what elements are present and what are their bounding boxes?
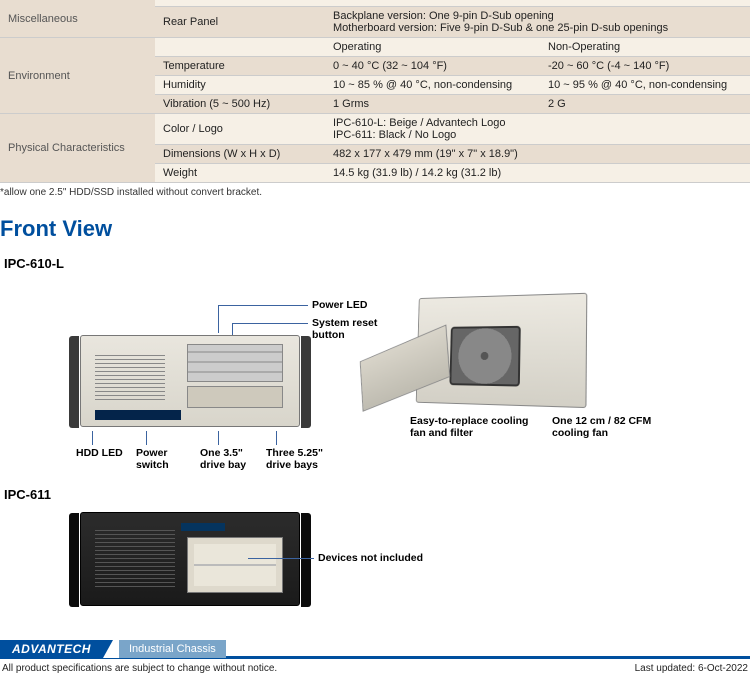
category-env: Environment xyxy=(0,38,155,114)
spec-table: Miscellaneous Rear Panel Backplane versi… xyxy=(0,0,750,183)
chassis-610-graphic xyxy=(80,335,300,427)
chassis-611-graphic xyxy=(80,512,300,606)
spec-value: 2 G xyxy=(540,95,750,114)
spec-value: IPC-610-L: Beige / Advantech Logo IPC-61… xyxy=(325,114,750,145)
callout-devices-not-included: Devices not included xyxy=(318,552,423,564)
col-non-operating: Non-Operating xyxy=(540,38,750,57)
spec-value-line: Motherboard version: Five 9-pin D-Sub & … xyxy=(333,22,742,34)
spec-label: Vibration (5 ~ 500 Hz) xyxy=(155,95,325,114)
spec-label: Temperature xyxy=(155,57,325,76)
chassis-open-graphic xyxy=(416,293,588,408)
category-phys: Physical Characteristics xyxy=(0,114,155,183)
col-operating: Operating xyxy=(325,38,540,57)
spec-value: 482 x 177 x 479 mm (19" x 7" x 18.9") xyxy=(325,145,750,164)
callout-hdd-led: HDD LED xyxy=(76,447,123,459)
spec-value: 10 ~ 95 % @ 40 °C, non-condensing xyxy=(540,76,750,95)
callout-bay-525: Three 5.25" drive bays xyxy=(266,447,336,471)
page-footer: ADVANTECH Industrial Chassis All product… xyxy=(0,640,750,680)
spec-value: 14.5 kg (31.9 lb) / 14.2 kg (31.2 lb) xyxy=(325,164,750,183)
callout-system-reset: System reset button xyxy=(312,317,392,341)
spec-value-line: IPC-610-L: Beige / Advantech Logo xyxy=(333,117,742,129)
brand-logo: ADVANTECH xyxy=(0,640,103,658)
spec-label: Humidity xyxy=(155,76,325,95)
section-title-front-view: Front View xyxy=(0,210,750,250)
spec-label: Rear Panel xyxy=(155,7,325,38)
front-view-610-row: Power LED System reset button xyxy=(0,275,750,467)
callout-bay-35: One 3.5" drive bay xyxy=(200,447,256,471)
callout-cooling-fan: One 12 cm / 82 CFM cooling fan xyxy=(552,415,672,439)
device-ipc-610l: Power LED System reset button xyxy=(80,301,300,467)
spec-value: -20 ~ 60 °C (-4 ~ 140 °F) xyxy=(540,57,750,76)
spec-value-line: Backplane version: One 9-pin D-Sub openi… xyxy=(333,10,742,22)
device-ipc-611: Devices not included xyxy=(80,512,300,606)
spec-label: Dimensions (W x H x D) xyxy=(155,145,325,164)
spec-label: Weight xyxy=(155,164,325,183)
callout-fan-filter: Easy-to-replace cooling fan and filter xyxy=(410,415,530,439)
spec-value: 10 ~ 85 % @ 40 °C, non-condensing xyxy=(325,76,540,95)
footer-updated: Last updated: 6-Oct-2022 xyxy=(635,663,748,674)
spec-value: 1 Grms xyxy=(325,95,540,114)
spec-value: 0 ~ 40 °C (32 ~ 104 °F) xyxy=(325,57,540,76)
category-misc: Miscellaneous xyxy=(0,0,155,38)
spec-value-line: IPC-611: Black / No Logo xyxy=(333,129,742,141)
spec-label: Color / Logo xyxy=(155,114,325,145)
sub-brand: Industrial Chassis xyxy=(119,640,226,658)
spec-value: Backplane version: One 9-pin D-Sub openi… xyxy=(325,7,750,38)
callout-power-switch: Power switch xyxy=(136,447,182,471)
footer-disclaimer: All product specifications are subject t… xyxy=(2,663,277,674)
device-ipc-610l-open: Easy-to-replace cooling fan and filter O… xyxy=(410,295,672,439)
spec-label xyxy=(155,38,325,57)
model-label-610: IPC-610-L xyxy=(0,250,750,275)
footnote: *allow one 2.5" HDD/SSD installed withou… xyxy=(0,183,750,210)
model-label-611: IPC-611 xyxy=(0,481,750,506)
callout-power-led: Power LED xyxy=(312,299,367,311)
front-view-611-row: Devices not included xyxy=(0,506,750,606)
